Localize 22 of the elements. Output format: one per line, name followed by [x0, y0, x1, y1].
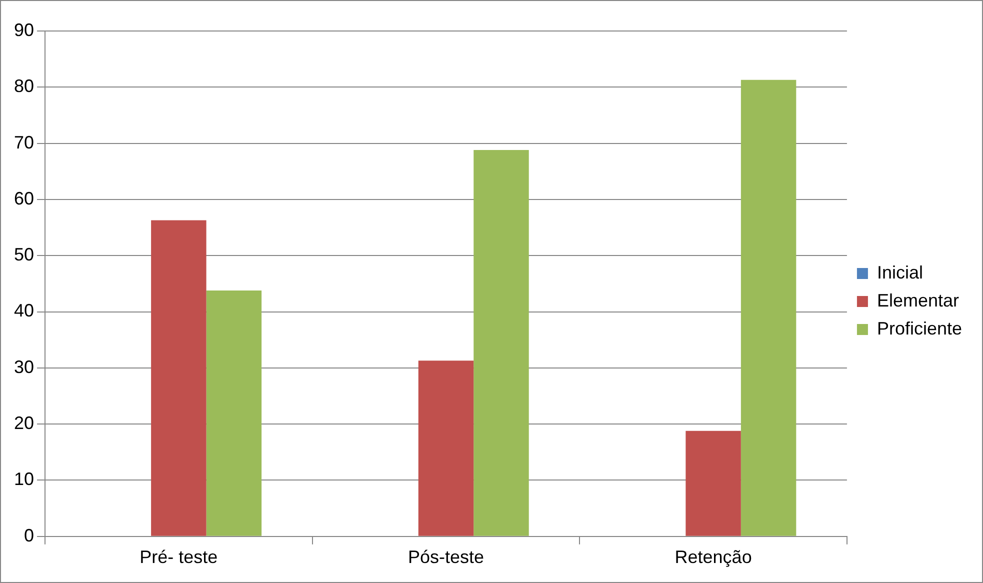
legend-label: Inicial [876, 262, 923, 282]
y-tick-label: 0 [24, 525, 34, 546]
y-tick-label: 50 [14, 244, 34, 265]
bar [740, 80, 796, 536]
x-tick-label: Pós-teste [408, 547, 484, 568]
x-tick-label: Retenção [674, 547, 752, 568]
legend-label: Elementar [876, 290, 960, 310]
y-tick-label: 30 [14, 356, 34, 377]
bar [686, 430, 741, 536]
y-tick-label: 80 [14, 76, 34, 96]
y-tick-label: 20 [14, 413, 34, 434]
bar [474, 150, 529, 536]
y-tick-label: 40 [14, 300, 34, 321]
legend-label: Proficiente [876, 318, 962, 338]
x-tick-label: Pré- teste [140, 547, 218, 568]
y-tick-label: 60 [14, 188, 34, 208]
y-tick-label: 10 [14, 469, 34, 490]
bar [206, 290, 262, 536]
y-tick-label: 70 [14, 132, 34, 152]
y-tick-label: 90 [14, 20, 34, 40]
bar [418, 360, 474, 536]
bar [151, 220, 206, 536]
